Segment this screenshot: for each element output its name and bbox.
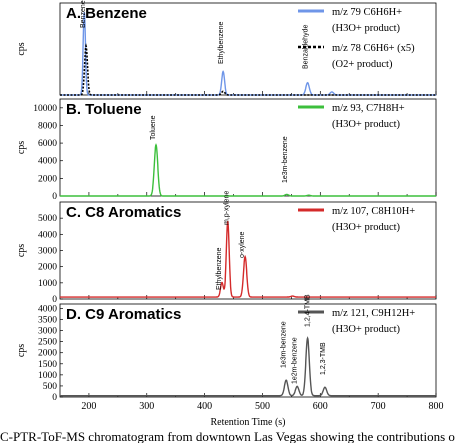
x-tick-label: 300 [139, 401, 154, 412]
y-tick-label: 1500 [38, 360, 57, 370]
y-tick-label: 1000 [38, 371, 57, 381]
y-tick-label: 5000 [38, 214, 57, 224]
panel-1: cps A. Benzene m/z 79 C6H6H+ (H3O+ product)… [16, 2, 437, 96]
panel-3: 0 1000 2000 3000 4000 5000 cps C. C8 Aromatics m… [16, 201, 437, 305]
peak-annotation: m,p-xylene [223, 191, 230, 225]
x-tick-label: 700 [371, 401, 386, 412]
x-tick-label: 800 [429, 401, 444, 412]
y-tick-label: 500 [43, 382, 58, 392]
y-tick-label: 4000 [38, 304, 57, 314]
x-tick-label: 400 [197, 401, 212, 412]
peak-annotation: o-xylene [239, 231, 246, 258]
legend-label: m/z 79 C6H6H+ [332, 7, 402, 18]
y-tick-label: 0 [52, 393, 57, 403]
y-tick-label: 2000 [38, 263, 57, 273]
legend-sublabel: (H3O+ product) [332, 222, 401, 233]
legend-label: m/z 121, C9H12H+ [332, 308, 415, 319]
legend-label: m/z 93, C7H8H+ [332, 103, 405, 114]
peak-annotation: Ethylbenzene [218, 21, 225, 64]
y-tick-label: 3000 [38, 247, 57, 257]
y-tick-label: 4000 [38, 230, 57, 240]
x-tick-label: 200 [81, 401, 96, 412]
y-tick-label: 4000 [38, 157, 57, 167]
series-line [60, 143, 436, 197]
y-axis-label: cps [16, 42, 27, 55]
y-axis-label: cps [16, 244, 27, 257]
peak-annotation: 1e3m-benzene [282, 136, 289, 183]
peak-annotation: 1,2,3-TMB [320, 342, 327, 375]
panel-title: A. Benzene [66, 5, 147, 22]
x-axis-label: Retention Time (s) [210, 417, 285, 428]
y-tick-label: 0 [52, 295, 57, 305]
peak-annotation: 1e2m-benzene [292, 337, 299, 384]
y-axis-label: cps [16, 141, 27, 154]
y-tick-label: 1000 [38, 279, 57, 289]
series-line [60, 336, 436, 397]
panel-2: 0 2000 4000 6000 8000 10000 cps B. Toluene m/z 9… [16, 98, 437, 202]
y-axis-label: cps [16, 344, 27, 357]
y-tick-label: 10000 [33, 104, 57, 114]
y-tick-label: 6000 [38, 139, 57, 149]
panel-title: D. C9 Aromatics [66, 306, 181, 323]
series-line [60, 43, 436, 96]
peak-annotation: 1,2,4-TMB [304, 294, 311, 327]
legend-sublabel: (H3O+ product) [332, 23, 401, 34]
panel-frame [59, 303, 437, 398]
legend-label: m/z 107, C8H10H+ [332, 206, 415, 217]
y-tick-label: 2500 [38, 338, 57, 348]
legend-label: m/z 78 C6H6+ (x5) [332, 43, 415, 54]
legend-sublabel: (H3O+ product) [332, 324, 401, 335]
figure-caption: C-PTR-ToF-MS chromatogram from downtown … [0, 429, 455, 443]
legend-sublabel: (O2+ product) [332, 59, 393, 70]
peak-annotation: 1e3m-benzene [281, 321, 288, 368]
y-tick-label: 2000 [38, 174, 57, 184]
peak-annotation: Toluene [150, 115, 157, 140]
series-line [60, 220, 436, 298]
legend-sublabel: (H3O+ product) [332, 119, 401, 130]
y-tick-label: 8000 [38, 121, 57, 131]
y-tick-label: 2000 [38, 349, 57, 359]
y-tick-label: 3000 [38, 327, 57, 337]
panel-title: B. Toluene [66, 101, 142, 118]
y-tick-label: 0 [52, 192, 57, 202]
x-tick-label: 600 [313, 401, 328, 412]
panel-title: C. C8 Aromatics [66, 204, 181, 221]
peak-annotation: Ethylbenzene [216, 247, 223, 290]
y-tick-label: 3500 [38, 316, 57, 326]
x-tick-label: 500 [255, 401, 270, 412]
peak-annotation: Benzaldehyde [303, 25, 310, 69]
peak-annotation: Benzene [80, 0, 87, 28]
